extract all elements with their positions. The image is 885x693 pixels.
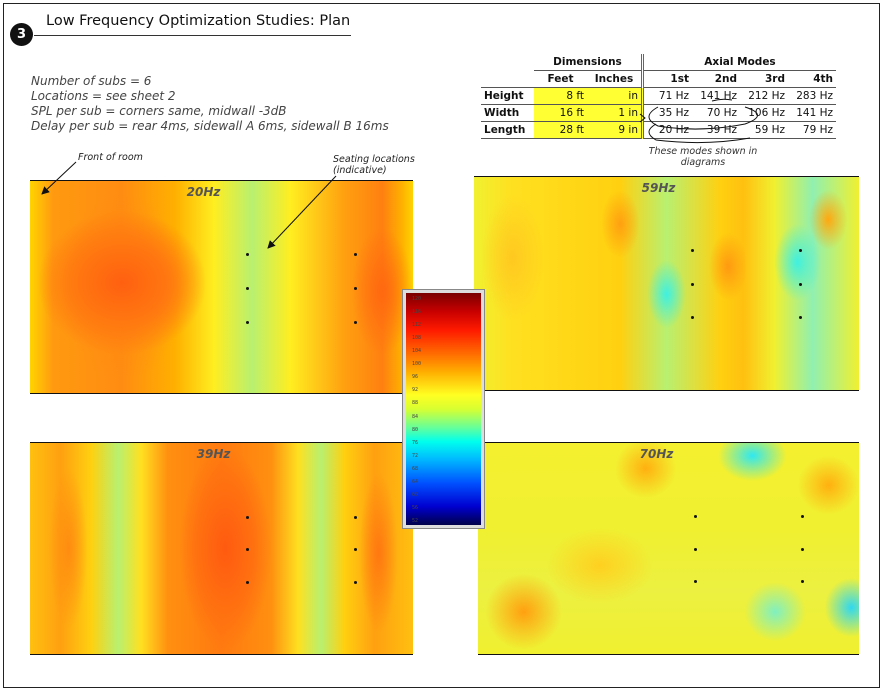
scale-tick-label: 92 <box>412 387 419 394</box>
seat-marker <box>246 321 249 324</box>
seat-marker <box>691 249 694 252</box>
scale-tick-label: 108 <box>412 335 422 342</box>
seat-marker <box>799 316 802 319</box>
seat-marker <box>694 548 697 551</box>
modes-note: These modes shown in diagrams <box>648 146 758 168</box>
seat-marker <box>354 253 357 256</box>
col-feet: Feet <box>547 73 574 85</box>
plot-label: 59Hz <box>641 181 676 195</box>
cell-mode: 39 Hz <box>692 121 740 139</box>
spl-plot-39hz: 39Hz <box>30 442 413 655</box>
seat-marker <box>691 283 694 286</box>
dimensions-table: Dimensions Axial Modes Feet Inches 1st 2… <box>481 54 836 139</box>
note-line: Number of subs = 6 <box>31 74 152 88</box>
color-gradient-bar <box>406 293 481 525</box>
note-line: SPL per sub = corners same, midwall -3dB <box>31 104 287 118</box>
seat-marker <box>801 515 804 518</box>
spl-plot-59hz: 59Hz <box>474 176 859 391</box>
front-of-room-annotation: Front of room <box>78 152 143 163</box>
spl-color-scale: 120 116 112 108 104 100 96 92 88 84 80 76 72 68 64 60 56… <box>402 289 485 529</box>
sheet-number-badge: 3 <box>10 23 33 46</box>
header-axial-modes: Axial Modes <box>641 54 836 71</box>
col-mode-3: 3rd <box>764 73 785 85</box>
table-row: Length 28 ft 9 in 20 Hz 39 Hz 59 Hz 79 H… <box>481 121 836 139</box>
cell-mode: 71 Hz <box>641 87 692 105</box>
seat-marker <box>354 548 357 551</box>
seating-annotation-line2: (indicative) <box>333 165 387 176</box>
row-label: Height <box>481 87 534 105</box>
cell-mode: 141 Hz <box>692 87 740 105</box>
seat-marker <box>246 287 249 290</box>
col-mode-4: 4th <box>813 73 833 85</box>
row-label: Length <box>481 121 534 139</box>
setup-notes: Number of subs = 6 Locations = see sheet… <box>31 74 389 134</box>
seat-marker <box>694 580 697 583</box>
scale-tick-label: 64 <box>412 478 419 485</box>
seat-marker <box>354 321 357 324</box>
scale-tick-label: 116 <box>412 309 422 316</box>
seat-marker <box>246 253 249 256</box>
scale-tick-label: 100 <box>412 361 422 368</box>
scale-tick-label: 68 <box>412 465 419 472</box>
col-mode-1: 1st <box>641 70 692 88</box>
seat-marker <box>354 516 357 519</box>
spl-plot-20hz: 20Hz <box>30 180 413 394</box>
note-line: Delay per sub = rear 4ms, sidewall A 6ms… <box>31 119 389 133</box>
seat-marker <box>691 316 694 319</box>
scale-tick-label: 96 <box>412 374 419 381</box>
seating-annotation-line1: Seating locations <box>333 154 415 165</box>
scale-tick-label: 52 <box>412 518 419 524</box>
cell-mode: 70 Hz <box>692 104 740 122</box>
scale-tick-label: 60 <box>412 491 419 498</box>
cell-feet: 28 ft <box>534 121 587 139</box>
plot-label: 39Hz <box>196 447 231 461</box>
cell-mode: 59 Hz <box>740 121 788 139</box>
seat-marker <box>246 516 249 519</box>
seat-marker <box>354 287 357 290</box>
col-inches: Inches <box>594 73 634 85</box>
seat-marker <box>246 581 249 584</box>
scale-tick-label: 80 <box>412 426 419 433</box>
note-line: Locations = see sheet 2 <box>31 89 176 103</box>
cell-inches: 1 in <box>587 104 643 122</box>
page-frame <box>3 3 880 688</box>
cell-mode: 212 Hz <box>740 87 788 105</box>
table-row: Height 8 ft in 71 Hz 141 Hz 212 Hz 283 H… <box>481 87 836 105</box>
scale-tick-label: 120 <box>412 296 422 302</box>
cell-mode: 106 Hz <box>740 104 788 122</box>
seat-marker <box>694 515 697 518</box>
scale-tick-label: 72 <box>412 452 419 459</box>
cell-mode: 35 Hz <box>641 104 692 122</box>
row-label: Width <box>481 104 534 122</box>
seat-marker <box>801 548 804 551</box>
cell-mode: 283 Hz <box>788 87 836 105</box>
plot-label: 70Hz <box>639 447 674 461</box>
title-underline <box>34 35 351 36</box>
seat-marker <box>354 581 357 584</box>
spl-plot-70hz: 70Hz <box>478 442 859 655</box>
cell-feet: 8 ft <box>534 87 587 105</box>
col-mode-2: 2nd <box>714 73 737 85</box>
cell-mode: 20 Hz <box>641 121 692 139</box>
seat-marker <box>801 580 804 583</box>
scale-tick-label: 104 <box>412 348 422 355</box>
seat-marker <box>799 283 802 286</box>
cell-inches: in <box>587 87 643 105</box>
page-title: Low Frequency Optimization Studies: Plan <box>46 13 351 29</box>
scale-tick-label: 56 <box>412 504 419 511</box>
cell-mode: 79 Hz <box>788 121 836 139</box>
header-dimensions: Dimensions <box>534 54 643 71</box>
seat-marker <box>799 249 802 252</box>
plot-label: 20Hz <box>186 185 221 199</box>
seat-marker <box>246 548 249 551</box>
scale-tick-label: 88 <box>412 400 419 407</box>
cell-feet: 16 ft <box>534 104 587 122</box>
scale-tick-label: 112 <box>412 322 422 329</box>
cell-mode: 141 Hz <box>788 104 836 122</box>
table-row: Width 16 ft 1 in 35 Hz 70 Hz 106 Hz 141 … <box>481 104 836 122</box>
scale-tick-label: 76 <box>412 439 419 446</box>
cell-inches: 9 in <box>587 121 643 139</box>
scale-tick-label: 84 <box>412 413 419 420</box>
